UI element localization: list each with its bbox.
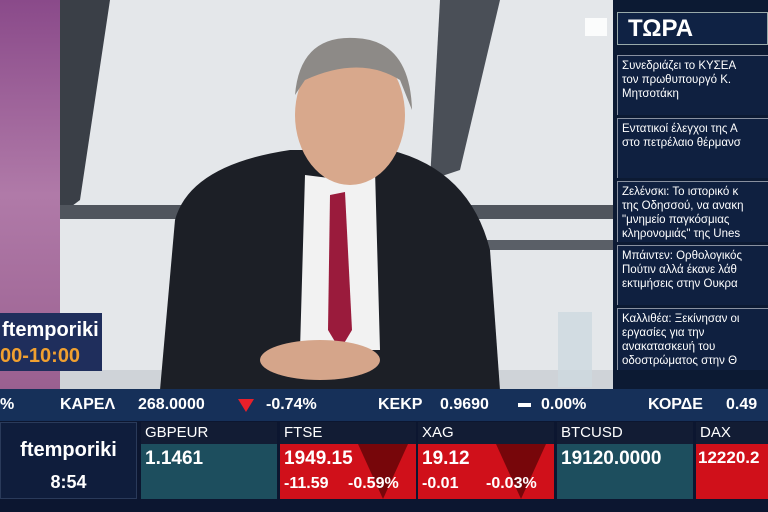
stock-ticker: % ΚΑΡΕΛ 268.0000 -0.74% ΚΕΚΡ 0.9690 0.00…	[0, 389, 768, 421]
ticker-price: 0.9690	[440, 396, 489, 413]
market-board: ftemporiki 8:54 GBPEUR 1.1461 FTSE 1949.…	[0, 421, 768, 512]
down-arrow-icon	[358, 444, 408, 499]
clock-box: ftemporiki 8:54	[0, 422, 137, 499]
quote-dax: DAX 12220.2	[696, 422, 768, 499]
ticker-lead: %	[0, 396, 15, 413]
quote-change: -0.01	[422, 475, 459, 492]
ticker-price: 0.49	[726, 396, 758, 413]
quote-pct: -0.03%	[486, 475, 537, 492]
news-item: Ζελένσκι: Το ιστορικό κ της Οδησσού, να …	[617, 181, 768, 242]
studio-scene	[60, 0, 620, 390]
news-panel-title: ΤΩΡΑ	[617, 12, 768, 45]
quote-pct: -0.59%	[348, 475, 399, 492]
quote-change: -11.59	[284, 475, 329, 492]
ticker-change: 0.00%	[541, 396, 587, 413]
news-item: Συνεδριάζει το ΚΥΣΕΑ τον πρωθυπουργό Κ. …	[617, 55, 768, 115]
flat-dash-icon	[518, 403, 531, 407]
clock-time: 8:54	[50, 472, 87, 492]
ticker-symbol: ΚΕΚΡ	[378, 396, 423, 413]
quote-price: 1.1461	[145, 448, 204, 469]
news-item: Μπάιντεν: Ορθολογικός Πούτιν αλλά έκανε …	[617, 245, 768, 305]
news-item: Εντατικοί έλεγχοι της Α στο πετρέλαιο θέ…	[617, 118, 768, 178]
ticker-symbol: ΚΑΡΕΛ	[60, 396, 116, 413]
ticker-price: 268.0000	[138, 396, 205, 413]
quote-symbol: BTCUSD	[561, 424, 623, 441]
quote-symbol: GBPEUR	[145, 424, 209, 441]
quote-symbol: FTSE	[284, 424, 323, 441]
news-panel: ΤΩΡΑ Συνεδριάζει το ΚΥΣΕΑ τον πρωθυπουργ…	[613, 0, 768, 390]
channel-logo	[585, 18, 607, 36]
down-arrow-icon	[238, 399, 254, 412]
quote-symbol: DAX	[700, 424, 731, 441]
quote-price: 19120.0000	[561, 448, 662, 469]
show-badge: ftemporiki 00-10:00	[0, 313, 102, 371]
news-item: Καλλιθέα: Ξεκίνησαν οι εργασίες για την …	[617, 308, 768, 370]
quote-btcusd: BTCUSD 19120.0000	[557, 422, 693, 499]
quote-price: 19.12	[422, 448, 470, 469]
quote-gbpeur: GBPEUR 1.1461	[141, 422, 277, 499]
quote-ftse: FTSE 1949.15 -11.59 -0.59%	[280, 422, 416, 499]
ticker-change: -0.74%	[266, 396, 317, 413]
quote-price: 1949.15	[284, 448, 353, 469]
presenter-face	[295, 45, 405, 185]
down-arrow-icon	[496, 444, 546, 499]
water-glass	[558, 312, 592, 387]
quote-symbol: XAG	[422, 424, 454, 441]
show-time-slot: 00-10:00	[0, 345, 81, 367]
quote-xag: XAG 19.12 -0.01 -0.03%	[418, 422, 554, 499]
ticker-symbol: ΚΟΡΔΕ	[648, 396, 703, 413]
show-name: ftemporiki	[2, 319, 99, 341]
quote-price: 12220.2	[698, 448, 760, 467]
clock-channel: ftemporiki	[20, 439, 117, 461]
